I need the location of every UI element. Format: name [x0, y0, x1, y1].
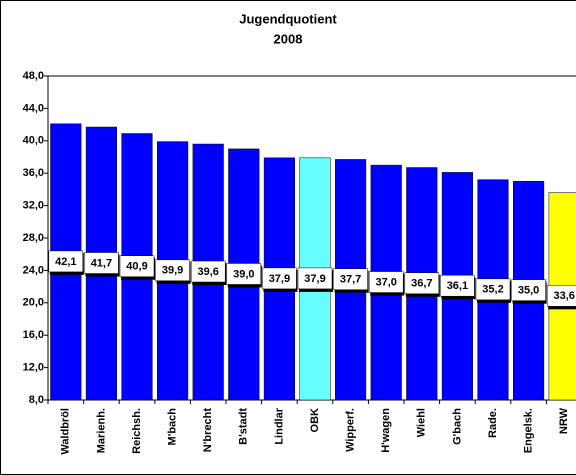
label-box — [404, 272, 440, 295]
y-tick-label: 36,0 — [23, 167, 44, 179]
y-tick-label: 40,0 — [23, 135, 44, 147]
data-label: 37,9 — [269, 273, 290, 285]
data-label: 41,7 — [91, 257, 112, 269]
label-box — [511, 279, 546, 301]
label-box — [48, 250, 84, 273]
data-label: 39,0 — [233, 268, 254, 280]
x-tick-label: Wiehl — [416, 408, 428, 437]
data-label: 36,7 — [411, 278, 432, 290]
data-label: 40,9 — [126, 261, 147, 273]
label-box — [155, 259, 190, 282]
y-tick-label: 32,0 — [23, 200, 44, 212]
data-label: 35,2 — [482, 284, 503, 296]
data-label: 42,1 — [55, 256, 76, 268]
label-box — [440, 274, 475, 297]
label-box — [84, 252, 119, 274]
label-box — [226, 263, 262, 285]
label-box — [119, 255, 155, 278]
x-tick-label: NRW — [558, 407, 570, 434]
label-box — [262, 267, 297, 290]
chart-title: Jugendquotient — [239, 11, 337, 26]
label-box — [475, 278, 511, 301]
y-tick-label: 44,0 — [23, 102, 44, 114]
x-tick-label: Lindlar — [273, 407, 285, 444]
x-tick-label: G'bach — [451, 408, 463, 445]
data-label: 35,0 — [518, 285, 539, 297]
x-tick-label: OBK — [309, 408, 321, 433]
data-label: 39,9 — [162, 265, 183, 277]
x-tick-label: N'brecht — [202, 408, 214, 453]
x-tick-label: Wipperf. — [345, 408, 357, 452]
data-label: 36,1 — [447, 280, 468, 292]
y-tick-label: 12,0 — [23, 362, 44, 374]
y-tick-label: 20,0 — [23, 297, 44, 309]
data-label: 39,6 — [197, 266, 218, 278]
x-tick-label: B'stadt — [238, 408, 250, 445]
x-tick-label: Marienh. — [95, 408, 107, 453]
y-tick-label: 16,0 — [23, 329, 44, 341]
x-tick-label: M'bach — [167, 408, 179, 446]
data-label: 37,9 — [304, 273, 325, 285]
label-box — [333, 268, 368, 290]
y-tick-label: 48,0 — [23, 70, 44, 82]
x-tick-label: Engelsk. — [523, 408, 535, 453]
data-label: 37,7 — [340, 274, 361, 286]
y-tick-label: 24,0 — [23, 264, 44, 276]
x-tick-label: Waldbröl — [60, 408, 72, 455]
y-tick-label: 8,0 — [29, 394, 44, 406]
label-box — [546, 285, 576, 307]
label-box — [190, 260, 226, 283]
x-tick-label: H'wagen — [380, 408, 392, 453]
data-label: 37,0 — [375, 276, 396, 288]
label-box — [297, 267, 333, 290]
y-tick-label: 28,0 — [23, 232, 44, 244]
x-tick-label: Rade. — [487, 408, 499, 438]
chart-subtitle: 2008 — [274, 31, 303, 46]
data-label: 33,6 — [553, 290, 574, 302]
x-tick-label: Reichsh. — [131, 408, 143, 454]
label-box — [368, 271, 404, 293]
